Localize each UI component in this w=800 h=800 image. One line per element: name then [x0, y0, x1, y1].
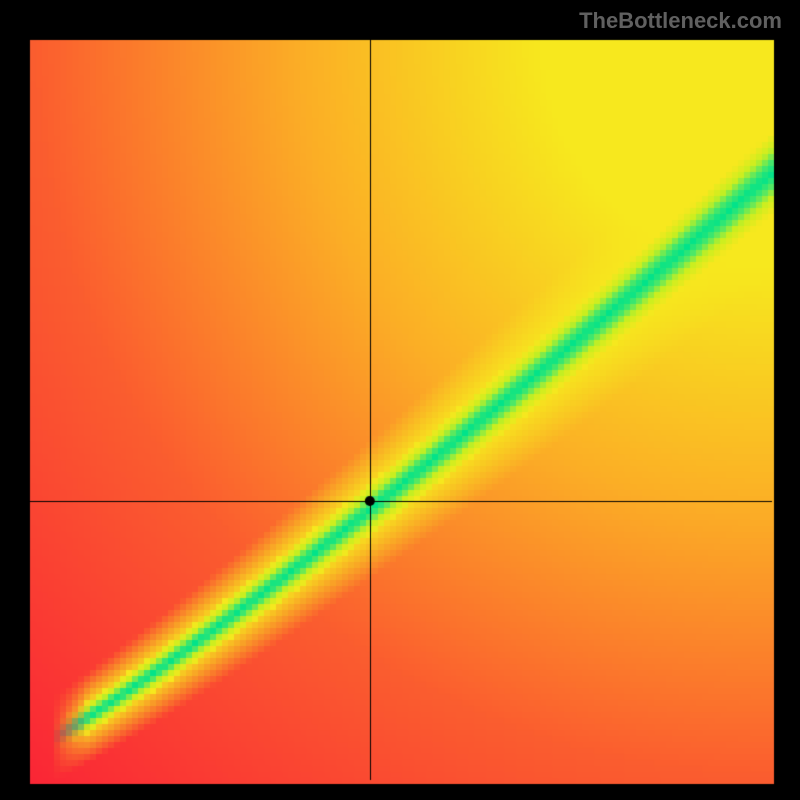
heatmap-canvas	[0, 0, 800, 800]
watermark-text: TheBottleneck.com	[579, 8, 782, 34]
